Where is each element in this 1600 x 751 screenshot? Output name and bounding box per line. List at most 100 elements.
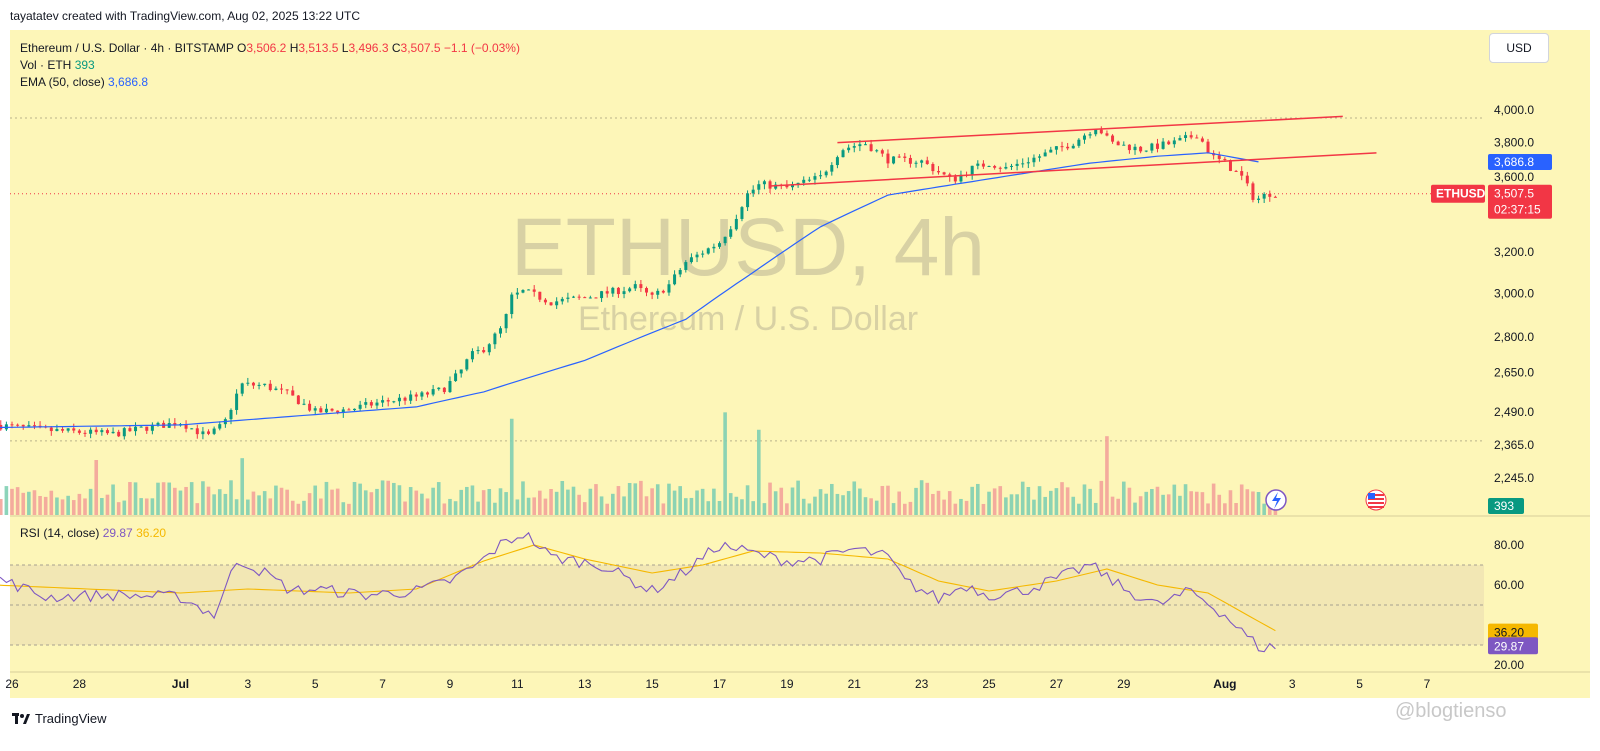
candle-body xyxy=(184,424,188,429)
volume-bar xyxy=(745,485,750,515)
volume-bar xyxy=(1060,482,1064,515)
candle-body xyxy=(274,388,278,391)
volume-bar xyxy=(639,480,643,515)
candle-body xyxy=(437,387,441,390)
candle-body xyxy=(628,288,632,292)
candle-body xyxy=(341,409,345,413)
volume-bar xyxy=(785,503,789,515)
volume-bar xyxy=(1211,483,1216,515)
candle-body xyxy=(650,292,654,295)
volume-bar xyxy=(582,502,587,515)
candle-body xyxy=(852,146,856,148)
candle-body xyxy=(1133,146,1137,151)
us-flag-stripe xyxy=(1368,502,1384,504)
candle-body xyxy=(875,150,879,152)
legend-ema: 3,686.8 xyxy=(108,75,149,89)
volume-bar xyxy=(240,458,245,515)
candle-body xyxy=(1082,135,1086,140)
candle-body xyxy=(712,246,716,249)
price-tick-label: 3,000.0 xyxy=(1494,286,1534,300)
volume-bar xyxy=(1110,496,1115,515)
volume-bar xyxy=(43,496,48,515)
candle-body xyxy=(251,382,255,386)
volume-bar xyxy=(144,498,149,515)
volume-bar xyxy=(111,484,115,515)
volume-bar xyxy=(992,488,997,515)
candle-body xyxy=(61,429,65,431)
volume-bar xyxy=(1009,494,1014,515)
volume-bar xyxy=(863,497,868,515)
candle-body xyxy=(746,193,750,208)
legend-volume-label: Vol · ETH xyxy=(20,58,72,72)
volume-bar xyxy=(841,495,845,515)
candle-body xyxy=(1026,162,1030,164)
time-tick-label: 19 xyxy=(780,677,794,691)
candle-body xyxy=(229,409,233,420)
volume-bar xyxy=(83,498,87,515)
volume-bar xyxy=(55,497,59,515)
volume-bar xyxy=(15,487,20,515)
candle-body xyxy=(892,156,896,164)
volume-bar xyxy=(835,493,840,515)
candle-body xyxy=(1257,198,1261,200)
candle-body xyxy=(998,167,1002,169)
volume-bar xyxy=(386,480,391,515)
legend-open-label: O xyxy=(236,41,247,55)
volume-bar xyxy=(712,488,716,515)
volume-bar xyxy=(94,460,99,515)
candle-body xyxy=(32,425,36,427)
volume-bar xyxy=(891,503,896,515)
candle-body xyxy=(953,176,957,182)
volume-bar xyxy=(667,483,671,515)
candle-body xyxy=(863,144,867,146)
volume-bar xyxy=(206,486,211,515)
volume-bar xyxy=(723,412,727,515)
candle-body xyxy=(616,287,620,295)
tradingview-logo[interactable]: TradingView xyxy=(12,711,107,726)
volume-bar xyxy=(947,491,952,515)
rsi-band xyxy=(10,565,1484,645)
candle-body xyxy=(560,298,564,302)
candle-body xyxy=(1127,144,1131,151)
volume-bar xyxy=(397,485,402,515)
candle-body xyxy=(336,410,340,413)
volume-bar xyxy=(684,498,688,515)
candle-body xyxy=(476,350,480,352)
currency-button[interactable]: USD xyxy=(1489,33,1549,63)
volume-bar xyxy=(970,486,974,515)
volume-bar xyxy=(807,503,812,515)
candle-body xyxy=(987,166,991,168)
rsi-line xyxy=(0,531,1276,653)
us-flag-canton xyxy=(1368,493,1375,499)
time-tick-label: 17 xyxy=(713,677,727,691)
candle-body xyxy=(246,382,250,384)
candle-body xyxy=(319,408,323,413)
candle-body xyxy=(768,181,772,189)
legend-ema-row: EMA (50, close) 3,686.8 xyxy=(20,74,520,91)
volume-bar xyxy=(678,486,682,515)
candle-body xyxy=(908,157,912,164)
volume-bar xyxy=(1054,488,1059,515)
volume-bar xyxy=(953,503,958,515)
candle-body xyxy=(1144,150,1148,152)
candle-body xyxy=(493,333,497,345)
legend-low: 3,496.3 xyxy=(348,41,389,55)
volume-bar xyxy=(1155,486,1160,515)
rsi-tick-label: 20.00 xyxy=(1494,658,1524,672)
candle-body xyxy=(813,176,817,180)
volume-bar xyxy=(481,490,486,515)
candle-body xyxy=(66,428,70,431)
legend-volume-row: Vol · ETH 393 xyxy=(20,57,520,74)
candle-body xyxy=(1077,139,1081,146)
volume-bar xyxy=(279,487,284,515)
volume-bar xyxy=(1150,489,1154,515)
volume-bar xyxy=(1234,503,1238,515)
candle-body xyxy=(190,428,194,430)
rsi-ma-marker-label: 36.20 xyxy=(1494,626,1524,640)
volume-bar xyxy=(1189,491,1193,515)
volume-bar xyxy=(313,485,318,515)
candle-body xyxy=(566,297,570,299)
candle-body xyxy=(577,296,581,298)
candle-body xyxy=(487,344,491,353)
